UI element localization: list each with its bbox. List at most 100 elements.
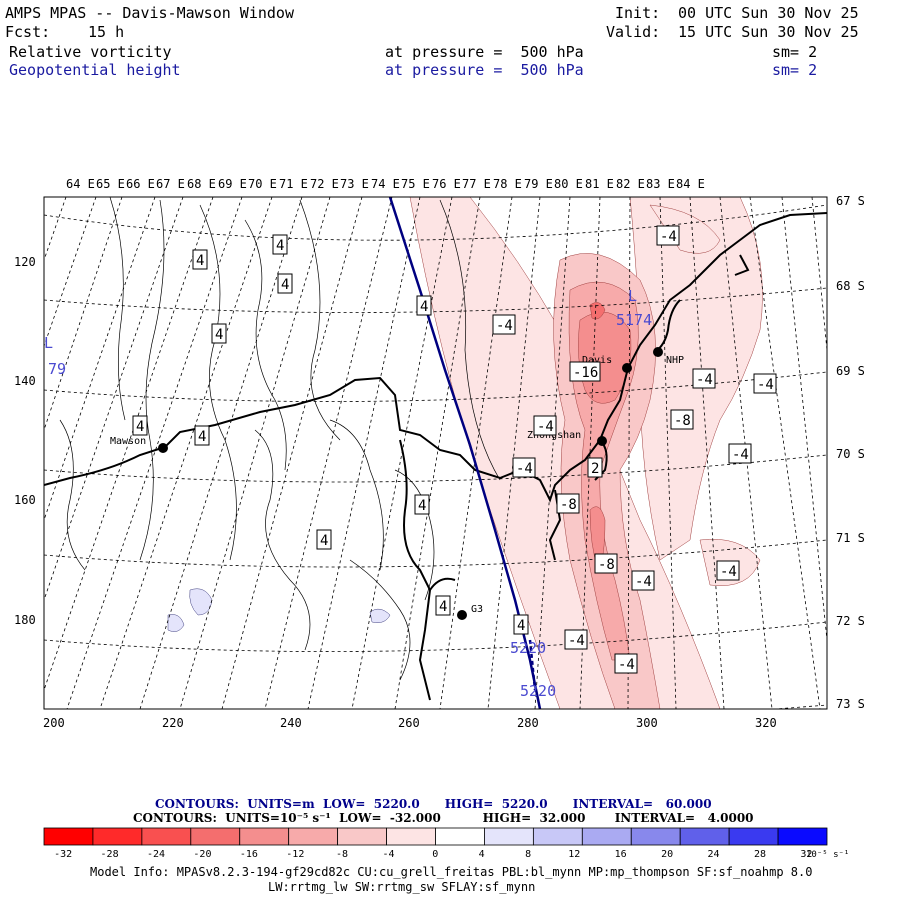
- lat-label: 68 S: [836, 279, 865, 293]
- svg-text:4: 4: [215, 327, 223, 343]
- vorticity-label: -4: [716, 560, 740, 581]
- shade-pos4a: [189, 588, 213, 616]
- lat-label: 72 S: [836, 614, 865, 628]
- lon-label: 70 E: [248, 177, 277, 191]
- colorbar-bin: [141, 827, 192, 846]
- vorticity-label: -4: [614, 653, 638, 674]
- valid-time: 15 UTC Sun 30 Nov 25: [678, 23, 859, 41]
- colorbar-tick: -32: [54, 849, 72, 860]
- colorbar-tick: 16: [615, 849, 627, 860]
- colorbar-bin: [532, 827, 583, 846]
- svg-text:-4: -4: [568, 633, 585, 649]
- colorbar-tick: 12: [568, 849, 580, 860]
- fcst-value: 15 h: [88, 23, 125, 41]
- x-axis-tick-label: 300: [636, 716, 658, 730]
- vorticity-label: -4: [512, 457, 536, 478]
- station-nhp: NHP: [653, 347, 684, 366]
- height-label: 5220: [510, 639, 546, 657]
- colorbar-bin: [386, 827, 436, 846]
- colorbar-units: 10⁻⁵ s⁻¹: [806, 850, 849, 860]
- colorbar-tick: 28: [754, 849, 766, 860]
- init-label: Init:: [615, 4, 661, 22]
- vorticity-label: 4: [414, 494, 430, 515]
- app-title: AMPS MPAS -- Davis-Mawson Window: [5, 4, 294, 22]
- colorbar-bin: [581, 827, 632, 846]
- colorbar-bin: [190, 827, 241, 846]
- vorticity-contour-info: CONTOURS: UNITS=10⁻⁵ s⁻¹ LOW= -32.000 HI…: [133, 811, 754, 825]
- colorbar-bin: [337, 827, 387, 846]
- vorticity-label: -4: [631, 570, 655, 591]
- vorticity-label: 4: [211, 323, 227, 344]
- height-label: L: [628, 287, 637, 305]
- vorticity-shading: [167, 197, 763, 709]
- svg-text:-4: -4: [696, 372, 713, 388]
- svg-text:4: 4: [320, 533, 328, 549]
- vorticity-label: -8: [556, 493, 580, 514]
- svg-text:4: 4: [196, 253, 204, 269]
- height-label: 79: [48, 360, 66, 378]
- vorticity-label: -4: [492, 314, 516, 335]
- station-g3: G3: [457, 604, 483, 620]
- model-info-2: LW:rrtmg_lw SW:rrtmg_sw SFLAY:sf_mynn: [268, 880, 536, 894]
- model-info: Model Info: MPASv8.2.3-194-gf29cd82c CU:…: [90, 865, 813, 879]
- svg-text:G3: G3: [471, 604, 483, 615]
- vorticity-label: -4: [692, 368, 716, 389]
- svg-text:4: 4: [198, 429, 206, 445]
- x-axis-tick-label: 260: [398, 716, 420, 730]
- colorbar-bin: [435, 827, 485, 846]
- lon-label: 65 E: [96, 177, 125, 191]
- station-davis: Davis: [582, 355, 632, 373]
- x-axis-tick-label: 320: [755, 716, 777, 730]
- x-axis-tick-label: 200: [43, 716, 65, 730]
- svg-text:-4: -4: [537, 419, 554, 435]
- svg-text:-4: -4: [635, 574, 652, 590]
- colorbar-tick: 8: [525, 849, 531, 860]
- svg-text:4: 4: [136, 419, 144, 435]
- colorbar-tick: -20: [193, 849, 211, 860]
- lon-label: 74 E: [371, 177, 400, 191]
- lon-label: 81 E: [585, 177, 614, 191]
- colorbar-tick: -12: [286, 849, 304, 860]
- svg-text:4: 4: [281, 277, 289, 293]
- init-time: 00 UTC Sun 30 Nov 25: [678, 4, 859, 22]
- height-contour-info: CONTOURS: UNITS=m LOW= 5220.0 HIGH= 5220…: [155, 797, 712, 811]
- lon-label: 76 E: [432, 177, 461, 191]
- svg-text:-8: -8: [674, 413, 691, 429]
- vorticity-label: 4: [272, 234, 288, 255]
- lon-label: 66 E: [126, 177, 155, 191]
- svg-text:4: 4: [420, 299, 428, 315]
- lon-label: 67 E: [156, 177, 185, 191]
- lon-label: 68 E: [187, 177, 216, 191]
- lon-label: 83 E: [646, 177, 675, 191]
- shade-pos4b: [167, 614, 185, 632]
- height-label: L: [44, 334, 53, 352]
- svg-text:4: 4: [439, 599, 447, 615]
- colorbar-bin: [484, 827, 534, 846]
- vorticity-label: 4: [316, 529, 332, 550]
- axis-labels: 64 E 65 E 66 E 67 E 68 E 69 E 70 E 71 E 72 E 73 E…: [14, 177, 865, 730]
- svg-text:4: 4: [517, 618, 525, 634]
- x-axis-tick-label: 280: [517, 716, 539, 730]
- lon-label: 75 E: [401, 177, 430, 191]
- vorticity-label: 4: [194, 425, 210, 446]
- colorbar-bin: [630, 827, 681, 846]
- vorticity-label: 4: [416, 295, 432, 316]
- y-axis-tick-label: 160: [14, 493, 36, 507]
- field2-level: at pressure = 500 hPa: [385, 61, 584, 79]
- colorbar-bin: [728, 827, 779, 846]
- vorticity-label: -4: [564, 629, 588, 650]
- lon-label: 79 E: [524, 177, 553, 191]
- vorticity-label: 4: [513, 614, 529, 635]
- colorbar-tick: 4: [479, 849, 485, 860]
- vorticity-labels: 4 4 4 4 4 4 4 4 4 4 4 -4 -4 -4 -4 -4 -4 -4 -4 -4 -4 -4 -16 -8 -8…: [132, 225, 777, 674]
- svg-text:-8: -8: [560, 497, 577, 513]
- vorticity-label: 4: [192, 249, 208, 270]
- vorticity-label: 4: [435, 595, 451, 616]
- svg-text:-4: -4: [757, 377, 774, 393]
- y-axis-tick-label: 140: [14, 374, 36, 388]
- lon-label: 73 E: [340, 177, 369, 191]
- svg-text:-4: -4: [720, 564, 737, 580]
- lon-label: 77 E: [462, 177, 491, 191]
- colorbar-tick: -4: [382, 849, 394, 860]
